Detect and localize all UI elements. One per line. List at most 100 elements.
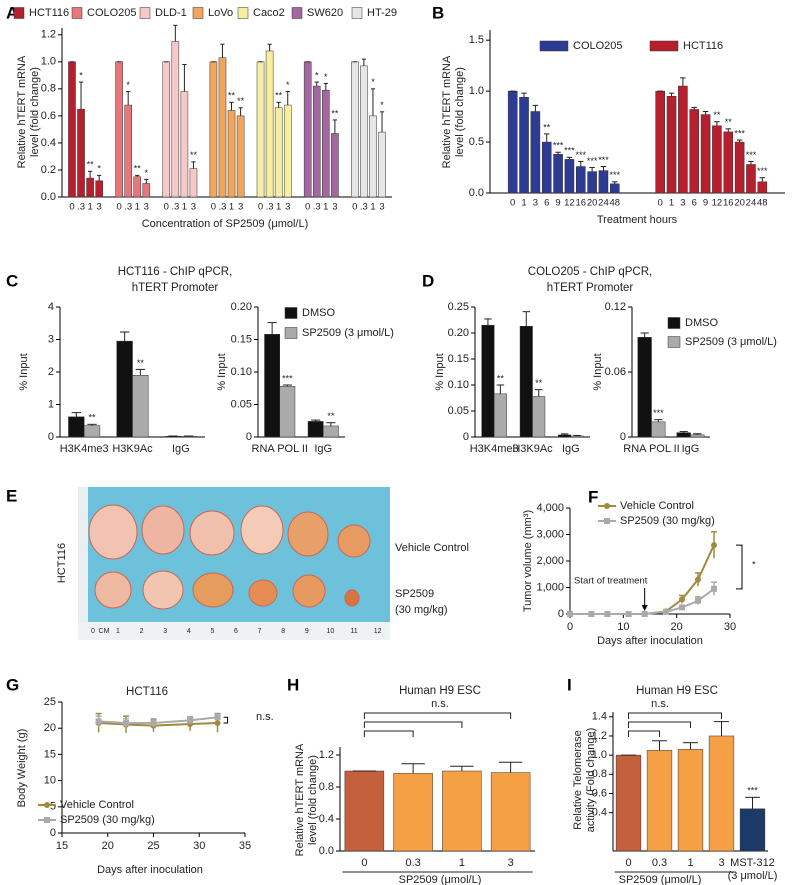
x-tick-label: 0 <box>258 202 263 213</box>
tumor <box>192 572 234 608</box>
bar <box>587 171 597 194</box>
y-tick-label: 0.5 <box>469 136 484 148</box>
x-tick-label: 3 <box>533 198 538 209</box>
y-tick-label: 0.05 <box>231 398 252 410</box>
y-axis-label: level (fold change) <box>307 755 319 845</box>
y-tick-label: 0.15 <box>231 333 252 345</box>
bar <box>393 773 433 852</box>
significance-label: * <box>126 80 130 90</box>
comparison-bracket <box>628 721 691 728</box>
bar <box>83 425 101 438</box>
y-axis-label: Relative Telomerase <box>572 730 584 829</box>
y-tick-label: 15 <box>44 748 56 760</box>
legend-label: Vehicle Control <box>60 799 134 811</box>
y-tick-label: 4,000 <box>536 502 564 514</box>
legend-swatch <box>192 7 204 19</box>
x-tick-label: 3 <box>508 857 514 869</box>
bar <box>723 131 734 194</box>
bar <box>303 61 312 198</box>
x-tick-label: RNA POL II <box>623 443 679 455</box>
bar <box>481 324 495 438</box>
x-tick-label: 48 <box>757 198 768 209</box>
bar <box>553 154 563 194</box>
photo-row-label: Vehicle Control <box>395 542 469 554</box>
y-tick-label: 0.10 <box>231 366 252 378</box>
legend-label: SP2509 (3 μmol/L) <box>685 336 777 348</box>
significance-label: *** <box>757 166 768 176</box>
x-tick-label: 16 <box>723 198 734 209</box>
x-tick-label: 3 <box>332 202 337 213</box>
x-tick-label: 1 <box>687 857 693 869</box>
x-tick-label: RNA POL II <box>252 443 308 455</box>
significance-label: ** <box>190 150 198 160</box>
bar <box>690 434 705 438</box>
significance-label: ** <box>497 373 505 383</box>
y-tick-label: 0.4 <box>319 813 334 825</box>
x-tick-label: IgG <box>562 443 580 455</box>
series-line <box>98 716 218 724</box>
ruler-vertical <box>78 487 88 622</box>
y-tick-label: 0.4 <box>41 137 56 149</box>
ns-bracket <box>223 716 229 724</box>
legend-swatch <box>351 7 363 19</box>
legend-marker <box>604 518 610 524</box>
bar <box>666 95 677 194</box>
x-tick-label: 20 <box>671 621 683 633</box>
ruler-label: 1 <box>116 628 120 635</box>
ruler-label: CM <box>99 628 110 635</box>
significance-label: ** <box>535 378 543 388</box>
panel-letter: B <box>432 3 444 22</box>
x-tick-label: 30 <box>193 840 205 852</box>
legend-label: HT-29 <box>367 7 397 19</box>
x-tick-label: 0.3 <box>652 857 667 869</box>
bar <box>162 61 171 198</box>
annotation: n.s. <box>256 711 274 723</box>
marker <box>214 714 221 721</box>
y-axis-label: Relative hTERT mRNA <box>16 55 28 168</box>
y-tick-label: 4 <box>48 301 54 313</box>
legend-label: COLO205 <box>573 40 623 52</box>
legend-swatch <box>237 7 249 19</box>
marker <box>150 719 157 726</box>
x-tick-label: 6 <box>692 198 697 209</box>
bar <box>700 114 711 194</box>
chart-title: COLO205 - ChIP qPCR, <box>528 266 652 278</box>
x-tick-label: 0 <box>361 857 367 869</box>
tumor <box>292 574 326 608</box>
y-tick-label: 0.8 <box>592 768 607 780</box>
significance-label: * <box>97 164 101 174</box>
x-axis-label: Concentration of SP2509 (μmol/L) <box>142 218 309 230</box>
x-tick-label: 0 <box>164 202 169 213</box>
legend-swatch <box>13 7 25 19</box>
y-tick-label: 1,000 <box>536 581 564 593</box>
legend-label: DLD-1 <box>155 7 187 19</box>
bar <box>734 141 745 194</box>
annotation: n.s. <box>651 698 669 710</box>
y-tick-label: 1.5 <box>469 34 484 46</box>
x-tick-label: 12 <box>712 198 723 209</box>
y-tick-label: 10 <box>44 775 56 787</box>
legend-label: SP2509 (30 mg/kg) <box>60 814 155 826</box>
ruler-label: 6 <box>234 628 238 635</box>
tumor <box>94 571 132 609</box>
x-tick-label: 9 <box>703 198 708 209</box>
y-axis-label: Relative hTERT mRNA <box>441 55 453 168</box>
significance-label: *** <box>734 128 745 138</box>
bar <box>68 61 76 198</box>
y-axis-label: % Input <box>434 353 446 390</box>
significance-label: *** <box>564 146 575 156</box>
legend-label: SP2509 (3 μmol/L) <box>302 327 394 339</box>
legend-label: HCT116 <box>29 7 69 19</box>
x-tick-label: 3 <box>144 202 149 213</box>
panel-letter: I <box>567 675 572 694</box>
x-tick-label: 0 <box>116 202 121 213</box>
bar <box>265 50 274 198</box>
marker <box>641 611 648 617</box>
ruler-label: 10 <box>327 628 335 635</box>
photo-side-label: HCT116 <box>56 543 68 583</box>
bar <box>307 421 324 438</box>
marker <box>588 611 595 617</box>
ruler-label: 11 <box>350 628 357 635</box>
y-tick-label: 1.4 <box>592 711 607 723</box>
tumor <box>337 524 371 558</box>
